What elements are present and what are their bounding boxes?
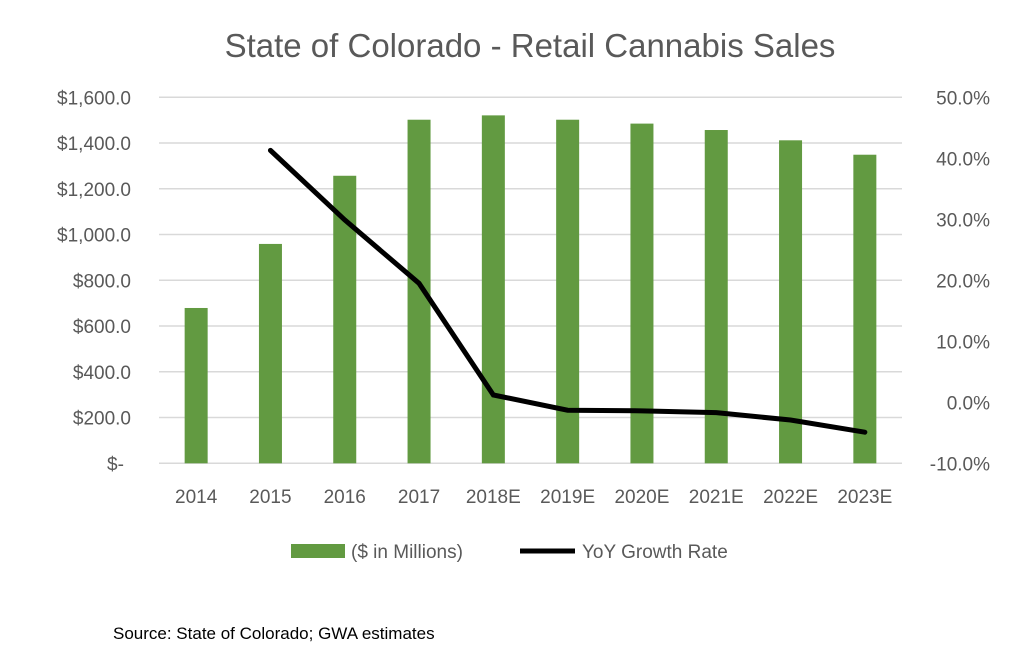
bar-2015 <box>259 244 282 463</box>
right-tick-label: 30.0% <box>936 210 990 231</box>
x-axis-ticks: 2014 2015 2016 2017 2018E 2019E 2020E 2021E 2022… <box>175 487 892 508</box>
left-axis-ticks: $- $200.0 $400.0 $600.0 $800.0 $1,000.0 $1,200… <box>57 88 131 475</box>
x-tick-label: 2023E <box>837 487 892 508</box>
left-tick-label: $800.0 <box>73 271 131 292</box>
bar-2014 <box>185 308 208 463</box>
right-tick-label: 0.0% <box>947 393 990 414</box>
x-tick-label: 2020E <box>614 487 669 508</box>
x-tick-label: 2022E <box>763 487 818 508</box>
right-tick-label: -10.0% <box>930 454 990 475</box>
left-tick-label: $400.0 <box>73 363 131 384</box>
legend-label-line: YoY Growth Rate <box>582 542 728 563</box>
left-tick-label: $- <box>107 454 124 475</box>
bar-2023E <box>853 155 876 464</box>
left-tick-label: $1,200.0 <box>57 180 131 201</box>
left-tick-label: $200.0 <box>73 409 131 430</box>
right-axis-ticks: -10.0% 0.0% 10.0% 20.0% 30.0% 40.0% 50.0% <box>930 88 990 475</box>
right-tick-label: 10.0% <box>936 332 990 353</box>
bar-2022E <box>779 140 802 463</box>
x-tick-label: 2019E <box>540 487 595 508</box>
left-tick-label: $600.0 <box>73 317 131 338</box>
source-note: Source: State of Colorado; GWA estimates <box>113 624 435 643</box>
legend-label-bar: ($ in Millions) <box>351 542 463 563</box>
right-tick-label: 50.0% <box>936 88 990 109</box>
x-tick-label: 2014 <box>175 487 218 508</box>
bar-2018E <box>482 115 505 463</box>
right-tick-label: 20.0% <box>936 271 990 292</box>
legend: ($ in Millions) YoY Growth Rate <box>291 542 728 563</box>
left-tick-label: $1,000.0 <box>57 226 131 247</box>
x-tick-label: 2015 <box>249 487 291 508</box>
left-tick-label: $1,600.0 <box>57 88 131 109</box>
chart-title: State of Colorado - Retail Cannabis Sale… <box>225 27 836 64</box>
x-tick-label: 2016 <box>324 487 366 508</box>
x-tick-label: 2017 <box>398 487 440 508</box>
x-tick-label: 2018E <box>466 487 521 508</box>
x-tick-label: 2021E <box>689 487 744 508</box>
legend-swatch-bar <box>291 544 345 558</box>
left-tick-label: $1,400.0 <box>57 134 131 155</box>
right-tick-label: 40.0% <box>936 149 990 170</box>
